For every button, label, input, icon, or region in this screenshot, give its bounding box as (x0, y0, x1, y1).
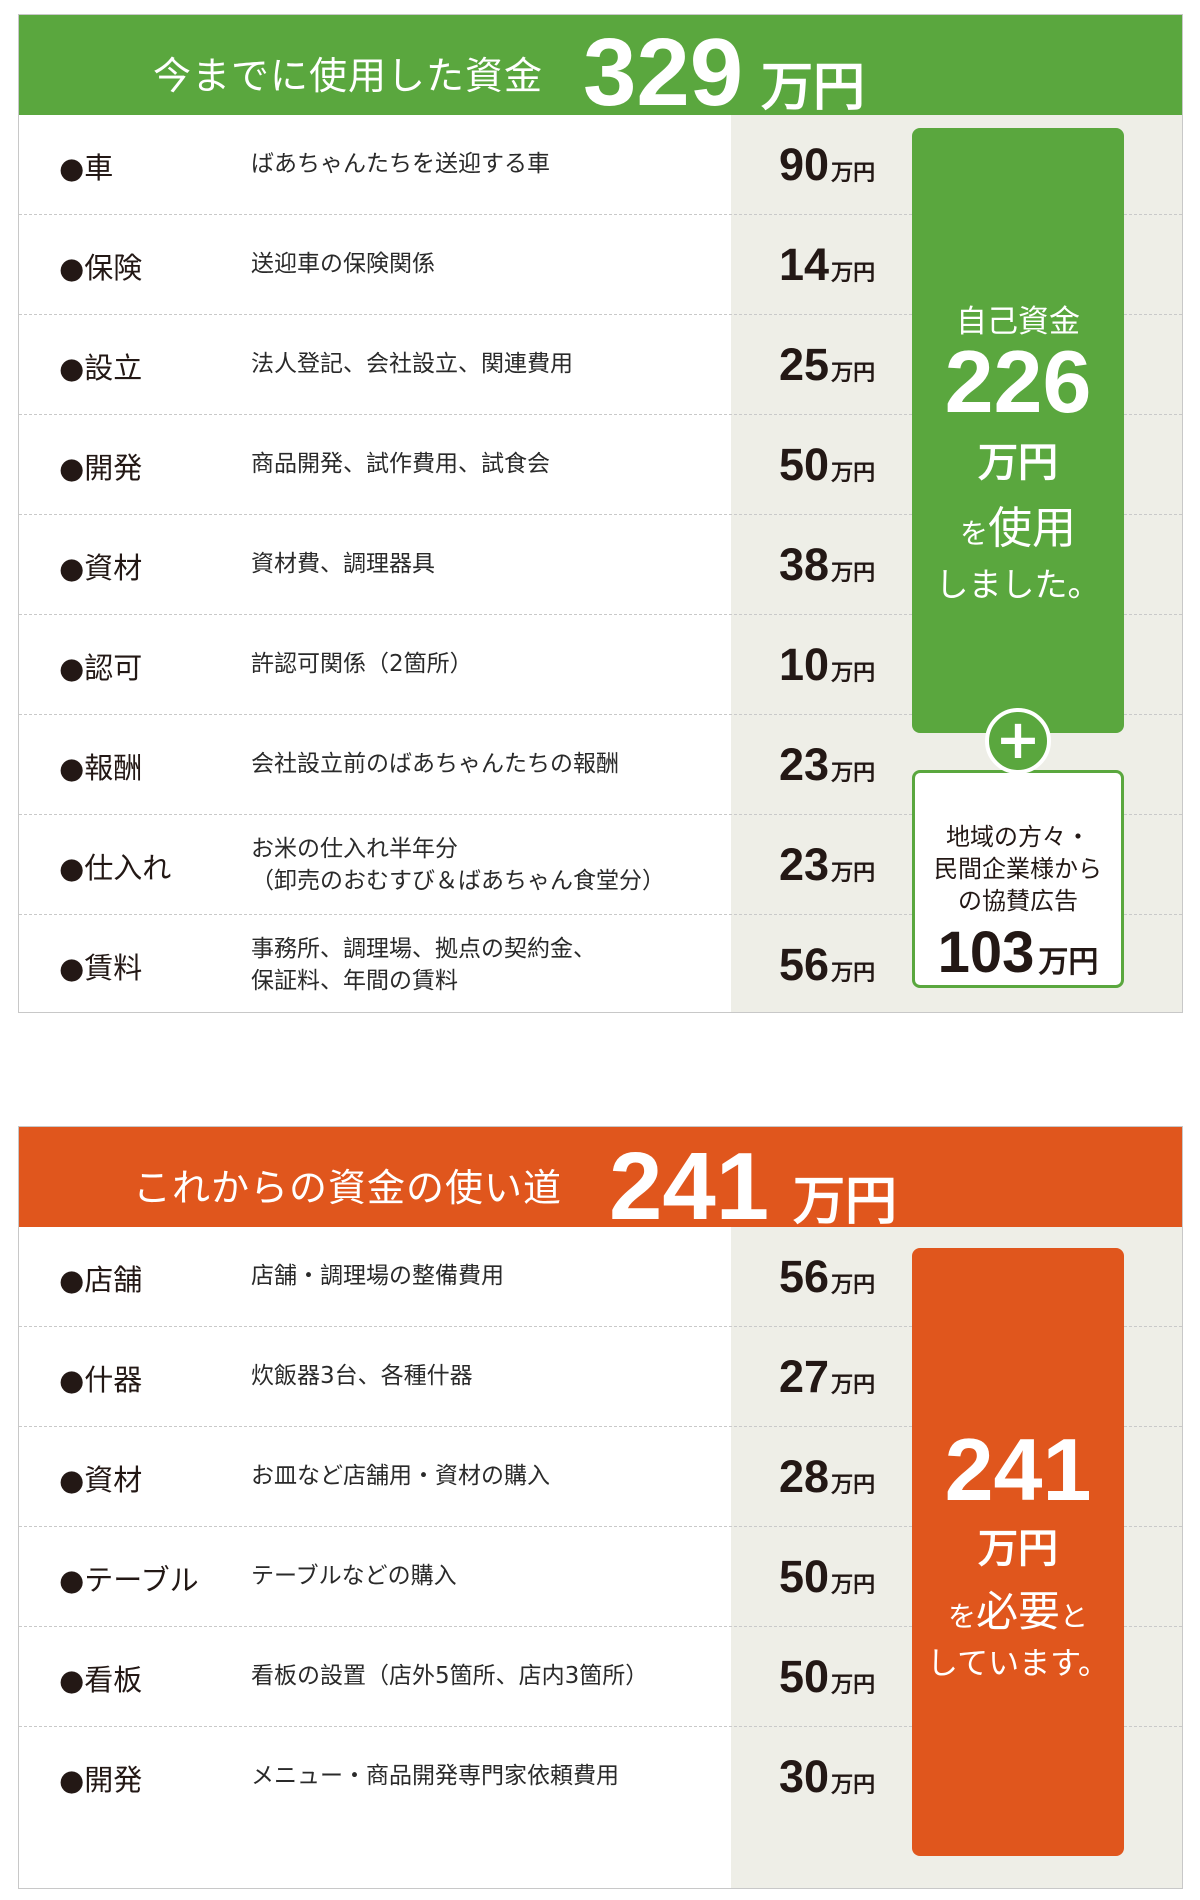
list-item: ●什器 炊飯器3台、各種什器 27万円 (19, 1327, 1182, 1427)
item-amount: 50万円 (779, 439, 876, 490)
item-amount: 56万円 (779, 1251, 876, 1302)
list-item: ●設立 法人登記、会社設立、関連費用 25万円 (19, 315, 1182, 415)
list-item: ●看板 看板の設置（店外5箇所、店内3箇所） 50万円 (19, 1627, 1182, 1727)
list-item: ●資材 お皿など店舗用・資材の購入 28万円 (19, 1427, 1182, 1527)
item-category: ●テーブル (59, 1563, 199, 1597)
own-funds-box: 自己資金 226 万円 を使用 しました。 (912, 128, 1124, 733)
list-item: ●保険 送迎車の保険関係 14万円 (19, 215, 1182, 315)
list-item: ●店舗 店舗・調理場の整備費用 56万円 (19, 1227, 1182, 1327)
item-amount: 28万円 (779, 1451, 876, 1502)
future-funds-total: 241 (609, 1133, 770, 1240)
item-description: お皿など店舗用・資材の購入 (251, 1463, 550, 1489)
item-category: ●車 (59, 151, 114, 185)
item-category: ●看板 (59, 1663, 143, 1697)
item-category: ●資材 (59, 1463, 143, 1497)
own-funds-label: 自己資金 (956, 304, 1080, 340)
sponsor-box: 地域の方々・ 民間企業様から の協賛広告 103 万円 (912, 770, 1124, 988)
item-amount: 50万円 (779, 1651, 876, 1702)
required-funds-box: 241 万円 を必要と しています。 (912, 1248, 1124, 1856)
list-item: ●車 ばあちゃんたちを送迎する車 90万円 (19, 115, 1182, 215)
item-description: メニュー・商品開発専門家依頼費用 (251, 1763, 619, 1789)
item-description: ばあちゃんたちを送迎する車 (251, 151, 550, 177)
list-item: ●テーブル テーブルなどの購入 50万円 (19, 1527, 1182, 1627)
list-item: ●報酬 会社設立前のばあちゃんたちの報酬 23万円 (19, 715, 1182, 815)
item-description: 資材費、調理器具 (251, 551, 435, 577)
item-description: 送迎車の保険関係 (251, 251, 435, 277)
item-category: ●店舗 (59, 1263, 143, 1297)
future-funds-header: これからの資金の使い道 241 万円 (19, 1127, 1182, 1235)
item-amount: 30万円 (779, 1751, 876, 1802)
list-item: ●仕入れ お米の仕入れ半年分 （卸売のおむすび＆ばあちゃん食堂分） 23万円 (19, 815, 1182, 915)
item-category: ●開発 (59, 451, 143, 485)
item-category: ●什器 (59, 1363, 143, 1397)
sponsor-description: 地域の方々・ 民間企業様から の協賛広告 (934, 823, 1102, 915)
used-funds-title: 今までに使用した資金 (153, 54, 544, 98)
required-funds-need-text: を必要と (947, 1587, 1089, 1636)
item-description: 商品開発、試作費用、試食会 (251, 451, 550, 477)
required-funds-closing: しています。 (927, 1646, 1109, 1682)
item-description: 看板の設置（店外5箇所、店内3箇所） (251, 1663, 649, 1689)
item-category: ●開発 (59, 1763, 143, 1797)
item-description: 事務所、調理場、拠点の契約金、 保証料、年間の賃料 (251, 936, 596, 994)
item-amount: 14万円 (779, 239, 876, 290)
item-category: ●資材 (59, 551, 143, 585)
own-funds-used-text: を使用 (959, 503, 1076, 554)
item-description: 許認可関係（2箇所） (251, 651, 473, 677)
item-description: 炊飯器3台、各種什器 (251, 1363, 473, 1389)
required-funds-unit: 万円 (978, 1526, 1058, 1572)
list-item: ●開発 商品開発、試作費用、試食会 50万円 (19, 415, 1182, 515)
used-funds-total-unit: 万円 (761, 58, 866, 118)
item-description: 法人登記、会社設立、関連費用 (251, 351, 573, 377)
item-category: ●賃料 (59, 951, 143, 985)
required-funds-amount: 241 (944, 1420, 1092, 1519)
list-item: ●開発 メニュー・商品開発専門家依頼費用 30万円 (19, 1727, 1182, 1827)
item-description: 店舗・調理場の整備費用 (251, 1263, 504, 1289)
item-description: 会社設立前のばあちゃんたちの報酬 (251, 751, 619, 777)
list-item: ●賃料 事務所、調理場、拠点の契約金、 保証料、年間の賃料 56万円 (19, 915, 1182, 1015)
item-amount: 23万円 (779, 739, 876, 790)
item-amount: 23万円 (779, 839, 876, 890)
own-funds-amount: 226 (944, 332, 1092, 431)
future-funds-title: これからの資金の使い道 (133, 1166, 563, 1210)
item-category: ●設立 (59, 351, 143, 385)
list-item: ●認可 許認可関係（2箇所） 10万円 (19, 615, 1182, 715)
own-funds-unit: 万円 (978, 440, 1058, 486)
item-category: ●報酬 (59, 751, 143, 785)
item-description: テーブルなどの購入 (251, 1563, 457, 1589)
item-amount: 25万円 (779, 339, 876, 390)
item-amount: 38万円 (779, 539, 876, 590)
used-funds-total: 329 (583, 19, 744, 126)
future-funds-total-unit: 万円 (793, 1172, 898, 1232)
used-funds-header: 今までに使用した資金 329 万円 (19, 15, 1182, 121)
item-amount: 56万円 (779, 939, 876, 990)
item-category: ●保険 (59, 251, 143, 285)
own-funds-closing: しました。 (935, 565, 1101, 604)
item-category: ●認可 (59, 651, 143, 685)
item-amount: 10万円 (779, 639, 876, 690)
item-description: お米の仕入れ半年分 （卸売のおむすび＆ばあちゃん食堂分） (251, 836, 665, 894)
item-amount: 27万円 (779, 1351, 876, 1402)
item-category: ●仕入れ (59, 851, 172, 885)
item-amount: 50万円 (779, 1551, 876, 1602)
sponsor-amount: 103 万円 (937, 920, 1099, 985)
plus-icon: + (985, 708, 1051, 774)
list-item: ●資材 資材費、調理器具 38万円 (19, 515, 1182, 615)
item-amount: 90万円 (779, 139, 876, 190)
